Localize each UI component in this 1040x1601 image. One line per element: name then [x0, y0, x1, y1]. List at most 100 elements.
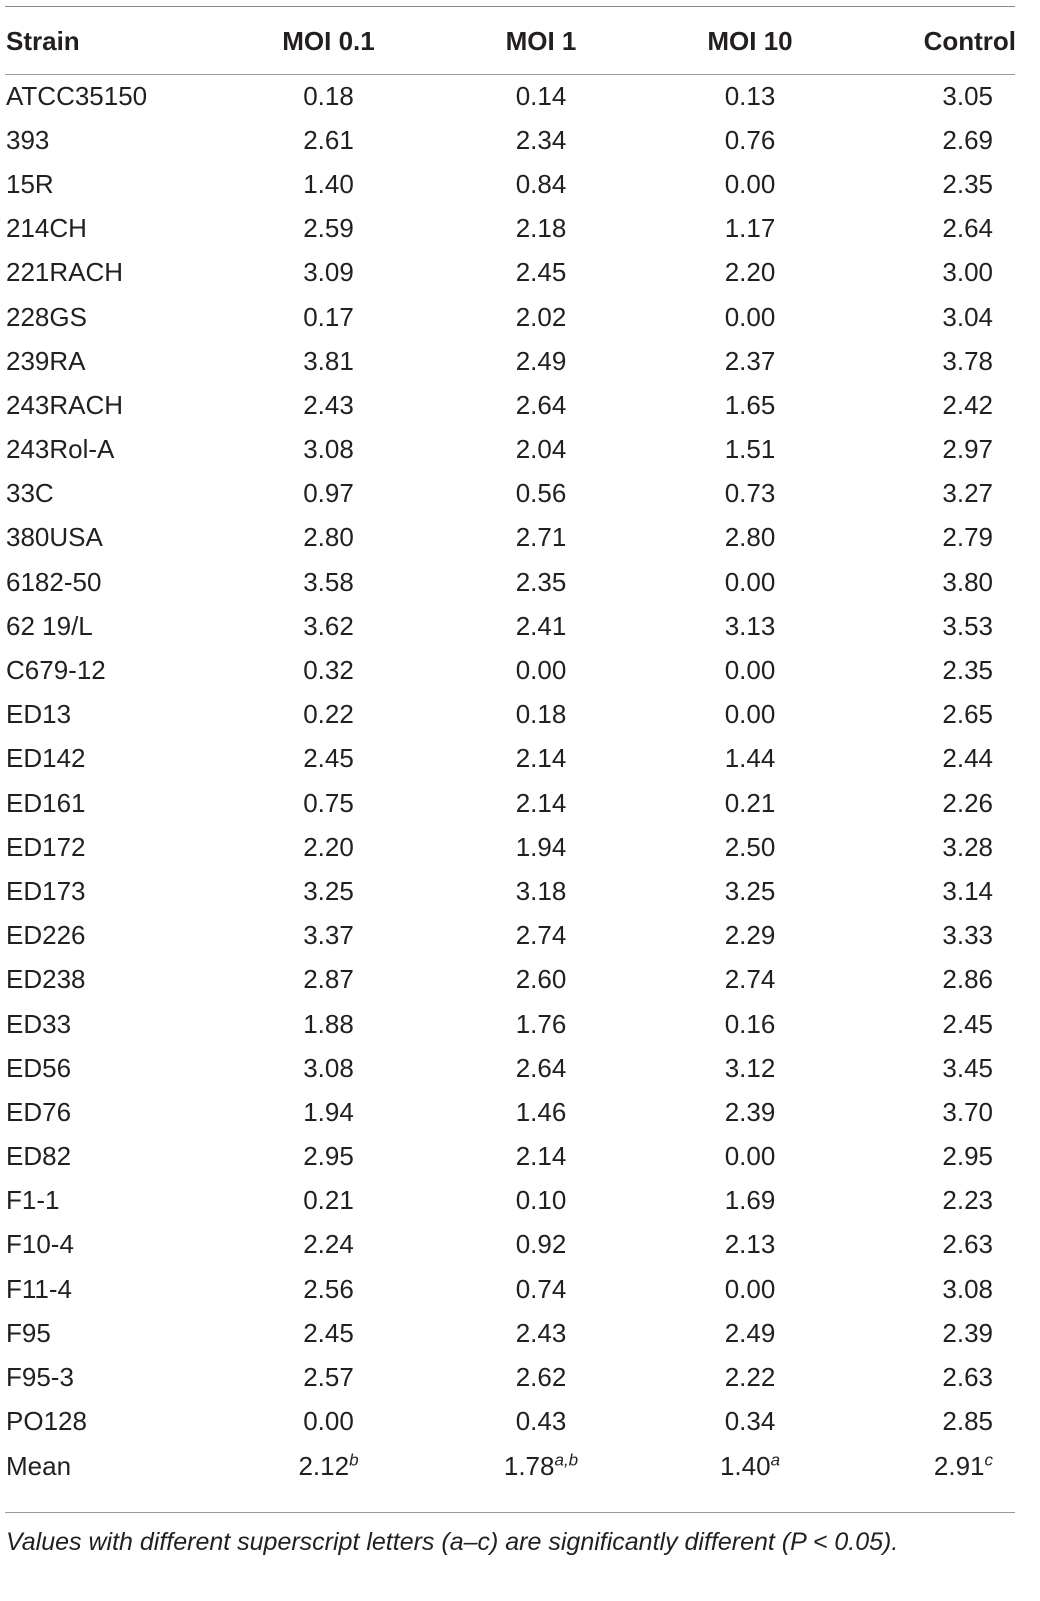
cell-strain: F95 [6, 1317, 51, 1348]
cell-moi-1: 0.84 [515, 168, 567, 199]
cell-control: 3.78 [942, 345, 993, 376]
table-row: ED56 3.08 2.64 3.12 3.45 [5, 1046, 1017, 1090]
cell-moi-1: 1.46 [515, 1096, 567, 1127]
cell-moi-10: 0.00 [724, 1141, 776, 1172]
mean-value: 1.78 [503, 1451, 555, 1482]
cell-strain: ED238 [6, 964, 86, 995]
cell-moi-10: 0.00 [724, 699, 776, 730]
cell-control: 2.45 [942, 1008, 993, 1039]
cell-moi-1: 2.45 [515, 257, 567, 288]
cell-moi-0-1: 0.00 [303, 1406, 354, 1437]
cell-moi-1: 2.43 [515, 1317, 567, 1348]
table-row: ED76 1.94 1.46 2.39 3.70 [5, 1090, 1017, 1134]
cell-moi-10: 0.00 [724, 655, 776, 686]
cell-strain: 6182-50 [6, 566, 102, 597]
header-moi-1: MOI 1 [505, 25, 577, 56]
table-body: ATCC35150 0.18 0.14 0.13 3.05 393 2.61 2.34 0.76… [5, 74, 1017, 1444]
cell-moi-10: 1.51 [724, 434, 776, 465]
cell-moi-10: 0.73 [724, 478, 776, 509]
cell-control: 2.35 [942, 168, 993, 199]
top-rule [5, 6, 1015, 7]
cell-moi-10: 2.13 [724, 1229, 776, 1260]
cell-moi-10: 0.13 [724, 80, 776, 111]
cell-control: 3.28 [942, 831, 993, 862]
cell-control: 2.85 [942, 1406, 993, 1437]
cell-moi-10: 2.50 [724, 831, 776, 862]
cell-moi-0-1: 3.37 [303, 920, 354, 951]
table-row: 239RA 3.81 2.49 2.37 3.78 [5, 339, 1017, 383]
cell-control: 3.00 [942, 257, 993, 288]
cell-moi-10: 2.20 [724, 257, 776, 288]
cell-moi-1: 0.18 [515, 699, 567, 730]
cell-strain: C679-12 [6, 655, 106, 686]
cell-moi-10: 2.22 [724, 1362, 776, 1393]
mean-superscript: c [984, 1450, 994, 1470]
cell-moi-1: 0.92 [515, 1229, 567, 1260]
cell-moi-0-1: 0.32 [303, 655, 354, 686]
table-row: F10-4 2.24 0.92 2.13 2.63 [5, 1223, 1017, 1267]
cell-moi-0-1: 0.17 [303, 301, 354, 332]
cell-moi-0-1: 2.57 [303, 1362, 354, 1393]
cell-moi-1: 2.60 [515, 964, 567, 995]
table-row: ED33 1.88 1.76 0.16 2.45 [5, 1002, 1017, 1046]
table-row: PO128 0.00 0.43 0.34 2.85 [5, 1400, 1017, 1444]
cell-moi-10: 3.12 [724, 1052, 776, 1083]
cell-control: 2.44 [942, 743, 993, 774]
cell-moi-10: 0.21 [724, 787, 776, 818]
cell-control: 3.33 [942, 920, 993, 951]
header-rule [5, 74, 1015, 75]
mean-superscript: b [349, 1450, 359, 1470]
cell-moi-1: 0.43 [515, 1406, 567, 1437]
cell-moi-1: 3.18 [515, 875, 567, 906]
cell-control: 3.53 [942, 610, 993, 641]
cell-moi-1: 2.64 [515, 389, 567, 420]
cell-control: 2.97 [942, 434, 993, 465]
cell-control: 2.86 [942, 964, 993, 995]
cell-moi-10: 0.00 [724, 566, 776, 597]
cell-control: 3.14 [942, 875, 993, 906]
cell-control: 3.27 [942, 478, 993, 509]
header-moi-10: MOI 10 [707, 25, 793, 56]
cell-moi-0-1: 2.45 [303, 743, 354, 774]
cell-moi-0-1: 0.22 [303, 699, 354, 730]
cell-strain: 62 19/L [6, 610, 93, 641]
cell-moi-0-1: 0.18 [303, 80, 354, 111]
cell-strain: 214CH [6, 213, 87, 244]
cell-moi-0-1: 2.61 [303, 124, 354, 155]
cell-strain: 239RA [6, 345, 86, 376]
cell-moi-0-1: 3.58 [303, 566, 354, 597]
header-strain: Strain [6, 25, 80, 56]
cell-moi-0-1: 1.40 [303, 168, 354, 199]
cell-control: 2.95 [942, 1141, 993, 1172]
cell-moi-1: 1.76 [515, 1008, 567, 1039]
mean-value: 1.40 [719, 1451, 771, 1482]
cell-strain: ED226 [6, 920, 86, 951]
cell-moi-0-1: 2.45 [303, 1317, 354, 1348]
mean-section: Mean 2.12b 1.78a,b 1.40a 2.91c [5, 1444, 1017, 1490]
header-row: Strain MOI 0.1 MOI 1 MOI 10 Control [5, 8, 1017, 74]
cell-moi-0-1: 2.87 [303, 964, 354, 995]
cell-strain: F10-4 [6, 1229, 74, 1260]
cell-moi-1: 2.02 [515, 301, 567, 332]
table-row: F95-3 2.57 2.62 2.22 2.63 [5, 1355, 1017, 1399]
table-row: ED142 2.45 2.14 1.44 2.44 [5, 737, 1017, 781]
cell-moi-0-1: 2.24 [303, 1229, 354, 1260]
cell-moi-0-1: 3.08 [303, 1052, 354, 1083]
cell-moi-10: 2.74 [724, 964, 776, 995]
cell-control: 2.63 [942, 1362, 993, 1393]
mean-value: 2.91 [933, 1451, 985, 1482]
mean-superscript: a [770, 1450, 781, 1470]
cell-moi-1: 0.10 [515, 1185, 567, 1216]
cell-moi-1: 2.62 [515, 1362, 567, 1393]
cell-moi-0-1: 2.59 [303, 213, 354, 244]
table-row: 243Rol-A 3.08 2.04 1.51 2.97 [5, 428, 1017, 472]
cell-moi-1: 1.94 [515, 831, 567, 862]
header-control: Control [923, 25, 1016, 56]
cell-moi-0-1: 0.75 [303, 787, 354, 818]
table-row: 15R 1.40 0.84 0.00 2.35 [5, 162, 1017, 206]
cell-strain: 393 [6, 124, 50, 155]
cell-control: 3.80 [942, 566, 993, 597]
cell-moi-10: 1.17 [724, 213, 776, 244]
table-row: F11-4 2.56 0.74 0.00 3.08 [5, 1267, 1017, 1311]
cell-control: 2.42 [942, 389, 993, 420]
